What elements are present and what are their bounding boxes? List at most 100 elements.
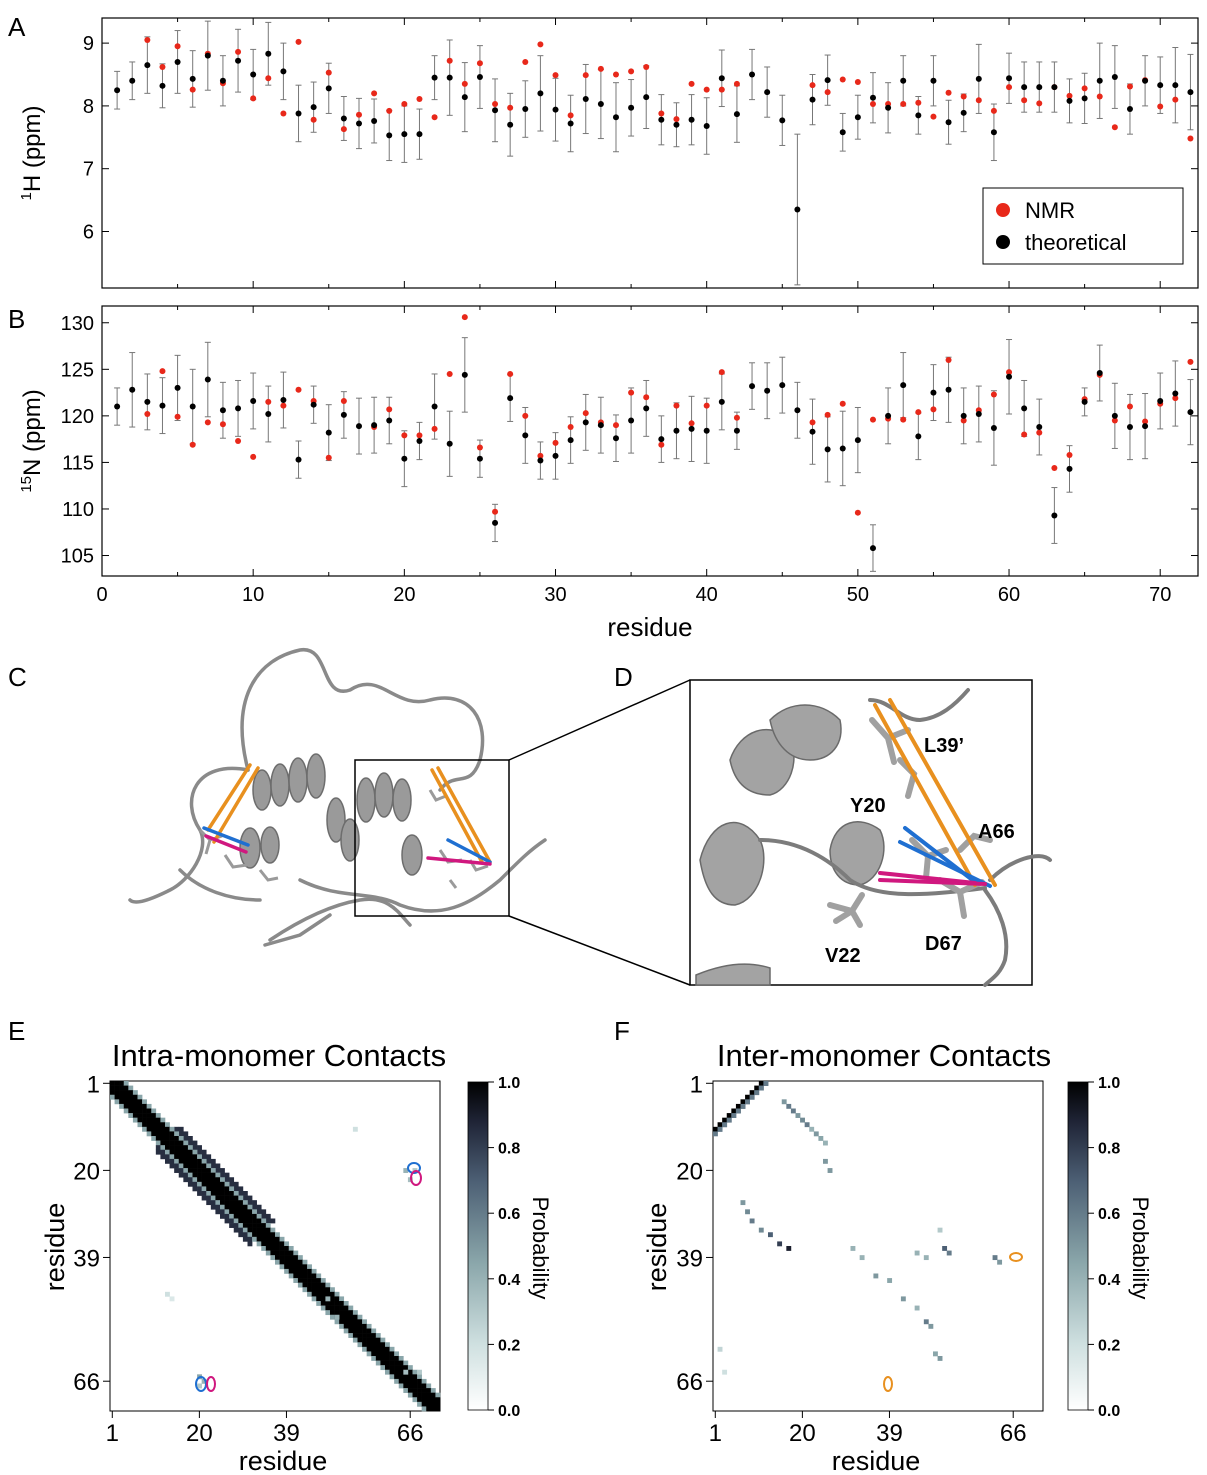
panel-label-d: D bbox=[614, 662, 633, 692]
heatmap-cell bbox=[302, 1268, 308, 1274]
heatmap-cell bbox=[206, 1200, 212, 1206]
x-axis-label: residue bbox=[607, 612, 692, 642]
y-axis-label-text: N (ppm) bbox=[19, 389, 46, 476]
nmr-point bbox=[612, 71, 619, 78]
heatmap-cell bbox=[174, 1131, 180, 1137]
heatmap-cell bbox=[937, 1356, 943, 1361]
heatmap-cell bbox=[229, 1204, 235, 1210]
heatmap-cell bbox=[201, 1168, 207, 1173]
heatmap-cell bbox=[110, 1081, 115, 1086]
heatmap-cell bbox=[183, 1149, 189, 1155]
heatmap-cell bbox=[265, 1246, 271, 1251]
heatmap-cell bbox=[229, 1223, 235, 1228]
heatmap-cell bbox=[334, 1314, 340, 1320]
heatmap-e-cells bbox=[110, 1081, 441, 1412]
heatmap-cell bbox=[375, 1342, 381, 1348]
colorbar-f bbox=[1067, 1081, 1089, 1411]
x-tick-label: 60 bbox=[998, 584, 1020, 606]
theoretical-point bbox=[129, 386, 136, 393]
colorbar-tick-label: 0.0 bbox=[1098, 1403, 1120, 1420]
heatmap-cell bbox=[914, 1250, 920, 1256]
heatmap-cell bbox=[343, 1323, 349, 1329]
heatmap-cell bbox=[398, 1383, 404, 1389]
heatmap-cell bbox=[859, 1255, 865, 1261]
heatmap-cell bbox=[192, 1168, 198, 1173]
nmr-point bbox=[1111, 124, 1118, 131]
heatmap-cell bbox=[813, 1131, 819, 1137]
nmr-point bbox=[975, 97, 982, 104]
heatmap-cell bbox=[311, 1282, 317, 1288]
heatmap-cell bbox=[242, 1195, 248, 1201]
heatmap-cell bbox=[914, 1305, 920, 1311]
theoretical-point bbox=[446, 440, 453, 447]
theoretical-point bbox=[854, 437, 861, 444]
heatmap-cell bbox=[389, 1365, 395, 1371]
heatmap-cell bbox=[316, 1273, 322, 1279]
y-tick-label: 1 bbox=[690, 1071, 703, 1098]
heatmap-cell bbox=[169, 1149, 175, 1155]
nmr-point bbox=[839, 76, 846, 83]
theoretical-point bbox=[733, 427, 740, 434]
heatmap-cell bbox=[224, 1186, 230, 1192]
theoretical-point bbox=[295, 110, 302, 117]
panel-c-protein-structure bbox=[128, 648, 691, 986]
heatmap-cell bbox=[215, 1181, 221, 1187]
heatmap-cell bbox=[297, 1273, 303, 1279]
nmr-point bbox=[854, 79, 861, 86]
heatmap-cell bbox=[252, 1232, 257, 1238]
colorbar-tick-label: 1.0 bbox=[1098, 1075, 1120, 1092]
heatmap-cell bbox=[169, 1296, 175, 1302]
heatmap-cell bbox=[197, 1186, 202, 1192]
heatmap-cell bbox=[371, 1333, 377, 1338]
heatmap-cell bbox=[366, 1337, 372, 1343]
heatmap-cell bbox=[293, 1264, 299, 1270]
heatmap-cell bbox=[165, 1131, 170, 1137]
zoom-connector-bottom bbox=[508, 915, 691, 986]
heatmap-cell bbox=[385, 1369, 390, 1375]
heatmap-cell bbox=[178, 1168, 184, 1173]
nmr-point bbox=[174, 43, 181, 50]
nmr-point bbox=[1187, 358, 1194, 365]
theoretical-point bbox=[839, 445, 846, 452]
nmr-point bbox=[507, 104, 514, 111]
heatmap-cell bbox=[261, 1223, 267, 1228]
heatmap-cell bbox=[165, 1126, 170, 1132]
theoretical-point bbox=[567, 437, 574, 444]
heatmap-cell bbox=[270, 1218, 276, 1224]
y-tick-label: 105 bbox=[61, 546, 94, 568]
theoretical-point bbox=[809, 428, 816, 435]
heatmap-cell bbox=[749, 1094, 755, 1100]
theoretical-point bbox=[930, 389, 937, 396]
theoretical-point bbox=[915, 112, 922, 119]
heatmap-cell bbox=[362, 1342, 367, 1348]
nmr-point bbox=[673, 402, 680, 409]
heatmap-cell bbox=[197, 1154, 202, 1160]
heatmap-cell bbox=[178, 1154, 184, 1160]
heatmap-cell bbox=[320, 1296, 326, 1302]
heatmap-cell bbox=[288, 1250, 294, 1256]
legend-marker-nmr bbox=[996, 203, 1010, 217]
heatmap-cell bbox=[426, 1392, 432, 1398]
heatmap-cell bbox=[293, 1278, 299, 1283]
heatmap-cell bbox=[132, 1117, 138, 1123]
heatmap-cell bbox=[247, 1232, 253, 1238]
heatmap-cell bbox=[233, 1204, 239, 1210]
heatmap-cell bbox=[160, 1149, 166, 1155]
heatmap-cell bbox=[238, 1209, 244, 1215]
heatmap-cell bbox=[183, 1158, 189, 1164]
theoretical-point bbox=[749, 71, 756, 78]
heatmap-cell bbox=[114, 1094, 120, 1100]
y-tick-label: 110 bbox=[62, 499, 94, 521]
heatmap-cell bbox=[238, 1186, 244, 1192]
heatmap-cell bbox=[297, 1268, 303, 1274]
heatmap-cell bbox=[206, 1177, 212, 1183]
theoretical-point bbox=[1126, 424, 1133, 431]
heatmap-cell bbox=[380, 1342, 386, 1348]
heatmap-cell bbox=[398, 1378, 404, 1384]
nmr-point bbox=[250, 95, 257, 102]
heatmap-cell bbox=[178, 1145, 184, 1151]
x-tick-label: 1 bbox=[709, 1420, 722, 1447]
heatmap-cell bbox=[165, 1291, 170, 1297]
heatmap-cell bbox=[421, 1406, 427, 1412]
heatmap-cell bbox=[206, 1168, 212, 1173]
